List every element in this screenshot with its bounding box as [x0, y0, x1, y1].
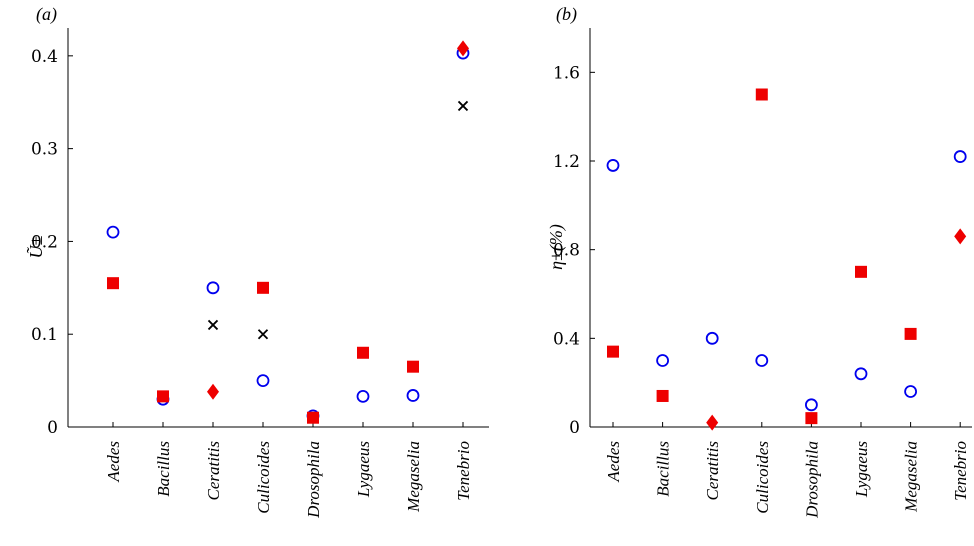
panel-b-point-square	[805, 412, 818, 425]
panel-a-point-square	[157, 390, 169, 403]
panel-a-category-label: Megaselia	[404, 441, 423, 513]
panel-a-point-square	[107, 277, 119, 290]
panel-a-y-tick-label: 0.2	[31, 232, 58, 252]
panel-b-category-label: Tenebrio	[951, 441, 970, 501]
panel-b-category-label: Drosophila	[802, 441, 821, 519]
panel-a-category-label: Culicoides	[254, 441, 273, 514]
panel-b-y-tick-label: 1.6	[553, 63, 580, 83]
panel-b-y-tick-label: 1.2	[553, 152, 580, 172]
panel-a-y-tick-label: 0	[47, 418, 58, 438]
panel-a-point-circle	[106, 225, 120, 239]
panel-b-category-label: Megaselia	[902, 441, 921, 513]
panel-b-point-circle	[755, 354, 769, 367]
panel-b-point-diamond	[706, 414, 719, 431]
panel-b-y-tick-label: 0.8	[553, 241, 580, 261]
panel-a-point-diamond	[457, 40, 469, 57]
panel-b-y-tick-label: 0.4	[553, 329, 580, 349]
panel-a-point-circle	[356, 389, 370, 403]
panel-a-category-label: Lygaeus	[354, 441, 373, 499]
panel-b-y-axis-title: η±(%)	[546, 224, 567, 270]
panel-b-point-circle	[656, 354, 669, 367]
panel-a-point-cross	[207, 319, 219, 331]
panel-b-category-label: Bacillus	[654, 441, 673, 497]
panel-b-category-label: Aedes	[604, 441, 623, 483]
panel-b: (b) η±(%) 0 0.4 0.8 1.2 1.6 Aedes Bacillus Cera…	[546, 4, 972, 519]
panel-b-point-circle	[953, 150, 967, 163]
panel-b-point-square	[607, 345, 619, 358]
panel-a-point-cross	[257, 329, 269, 340]
panel-a-point-circle	[406, 389, 420, 402]
panel-b-point-circle	[705, 331, 719, 345]
panel-b-point-square	[755, 88, 768, 101]
panel-b-point-circle	[606, 159, 620, 172]
panel-a-label: (a)	[36, 4, 57, 25]
panel-b-point-circle	[854, 367, 868, 381]
panel-a-point-cross	[457, 100, 469, 112]
panel-a-point-circle	[206, 281, 220, 295]
panel-a-point-square	[357, 346, 369, 359]
panel-a-y-tick-label: 0.3	[31, 140, 58, 160]
panel-a-category-label: Tenebrio	[454, 441, 473, 501]
panel-b-point-diamond	[954, 228, 967, 245]
panel-a-category-label: Aedes	[104, 441, 123, 483]
panel-b-point-square	[855, 265, 867, 278]
panel-a: (a) Ũ± 0 0.1 0.2 0.3 0.4 Aedes Bacillus Ceratit…	[26, 4, 489, 519]
panel-a-y-tick-label: 0.1	[31, 325, 58, 345]
panel-b-category-label: Lygaeus	[852, 441, 871, 499]
panel-a-y-axis-title: Ũ±	[26, 235, 46, 258]
panel-a-point-square	[257, 281, 269, 294]
panel-b-category-label: Ceratitis	[703, 441, 722, 501]
panel-a-point-circle	[256, 374, 270, 388]
panel-a-point-diamond	[207, 383, 219, 400]
panel-a-point-square	[307, 411, 319, 424]
panel-a-y-tick-label: 0.4	[31, 47, 58, 67]
panel-a-point-square	[407, 360, 419, 373]
panel-b-category-label: Culicoides	[753, 441, 772, 514]
panel-a-category-label: Drosophila	[304, 441, 323, 519]
panel-b-point-square	[656, 389, 669, 402]
panel-a-category-label: Bacillus	[154, 441, 173, 497]
panel-b-y-tick-label: 0	[569, 418, 580, 438]
panel-b-point-circle	[805, 398, 818, 412]
panel-a-category-label: Ceratitis	[204, 441, 223, 501]
panel-b-point-square	[904, 327, 917, 340]
panel-b-point-circle	[904, 385, 917, 398]
panel-b-label: (b)	[556, 4, 577, 25]
